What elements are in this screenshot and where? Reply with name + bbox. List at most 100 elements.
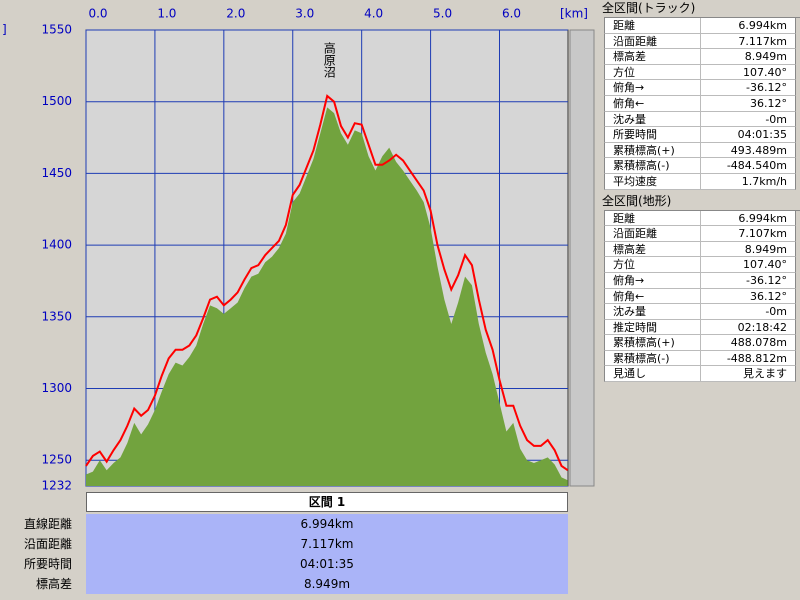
panel-key: 方位 (604, 64, 700, 81)
panel-row: 累積標高(-) -484.540m (604, 158, 800, 174)
panel-row: 所要時間 04:01:35 (604, 127, 800, 143)
profile-chart: ] [km] 1232 1250 1300 1350 1400 1450 1500 1550 0… (2, 6, 595, 491)
summary-side: 全区間(トラック) 距離 6.994km 沿面距離 7.117km 標高差 8.949m 方位… (600, 0, 800, 385)
section-label: 標高差 (35, 577, 72, 591)
section-value: 8.949m (86, 574, 568, 594)
panel-row: 標高差 8.949m (604, 49, 800, 65)
section-label: 直線距離 (23, 517, 72, 531)
panel-key: 俯角← (604, 288, 700, 305)
panel-row: 累積標高(+) 488.078m (604, 335, 800, 351)
y-tick-label: 1500 (41, 94, 72, 108)
y-tick-label: 1300 (41, 381, 72, 395)
panel-value: 7.117km (700, 33, 796, 50)
panel-row: 距離 6.994km (604, 18, 800, 34)
panel-value: 7.107km (700, 226, 796, 242)
x-tick-label: 5.0 (433, 7, 452, 21)
panel-key: 沿面距離 (604, 33, 700, 50)
y-tick-label: 1232 (41, 479, 72, 491)
y-tick-label: 1350 (41, 309, 72, 323)
panel-key: 距離 (604, 18, 700, 34)
panel-row: 俯角← 36.12° (604, 288, 800, 305)
panel-value: 1.7km/h (700, 173, 796, 190)
panel-value: -36.12° (700, 272, 796, 289)
section-value: 04:01:35 (86, 554, 568, 574)
panel-value: 488.078m (700, 335, 796, 351)
panel-row: 俯角→ -36.12° (604, 80, 800, 96)
y-tick-label: 1550 (41, 23, 72, 37)
panel-row: 沿面距離 7.117km (604, 33, 800, 50)
panel-row: 沿面距離 7.107km (604, 226, 800, 242)
panel-key: 累積標高(+) (604, 335, 700, 351)
panel-value: -488.812m (700, 350, 796, 367)
y-tick-label: 1450 (41, 166, 72, 180)
y-tick-label: 1250 (41, 453, 72, 467)
panel-key: 方位 (604, 257, 700, 273)
panel-row: 沈み量 -0m (604, 304, 800, 320)
x-axis-label: [km] (560, 7, 588, 21)
panel-value: 見えます (700, 366, 796, 383)
panel-table: 距離 6.994km 沿面距離 7.117km 標高差 8.949m 方位 107.40° 俯角… (604, 17, 800, 190)
panel-value: 8.949m (700, 241, 796, 258)
scroll-strip (569, 29, 595, 487)
panel-key: 俯角→ (604, 80, 700, 96)
panel-key: 累積標高(-) (604, 350, 700, 367)
panel-key: 沿面距離 (604, 226, 700, 242)
panel-row: 累積標高(-) -488.812m (604, 350, 800, 367)
panel-key: 沈み量 (604, 304, 700, 320)
panel-row: 方位 107.40° (604, 257, 800, 273)
x-tick-label: 6.0 (502, 7, 521, 21)
peak-annotation: 高原沼 (322, 41, 336, 78)
panel-value: 107.40° (700, 64, 796, 81)
terrain-area (86, 107, 568, 486)
x-tick-label: 1.0 (157, 7, 176, 21)
panel-row: 沈み量 -0m (604, 111, 800, 128)
x-tick-label: 3.0 (295, 7, 314, 21)
panel-key: 俯角← (604, 95, 700, 112)
panel-value: 493.489m (700, 142, 796, 159)
panel-key: 所要時間 (604, 127, 700, 143)
panel-row: 推定時間 02:18:42 (604, 319, 800, 336)
panel-key: 俯角→ (604, 272, 700, 289)
section-value: 7.117km (86, 534, 568, 554)
panel-title: 全区間(地形) (602, 193, 672, 208)
x-tick-label: 0.0 (88, 7, 107, 21)
panel-value: -484.540m (700, 158, 796, 174)
panel-key: 見通し (604, 366, 700, 383)
panel-value: 6.994km (700, 210, 796, 227)
x-tick-label: 2.0 (226, 7, 245, 21)
section-row: 沿面距離 7.117km (0, 534, 568, 554)
panel-row: 俯角→ -36.12° (604, 272, 800, 289)
panel-value: -0m (700, 304, 796, 320)
panel-row: 方位 107.40° (604, 64, 800, 81)
section-label: 所要時間 (23, 557, 72, 571)
panel-value: 107.40° (700, 257, 796, 273)
panel-row: 見通し 見えます (604, 366, 800, 383)
panel-value: 6.994km (700, 18, 796, 34)
section-row: 直線距離 6.994km (0, 514, 568, 534)
panel-row: 平均速度 1.7km/h (604, 173, 800, 190)
panel-value: 36.12° (700, 95, 796, 112)
section-row: 所要時間 04:01:35 (0, 554, 568, 574)
panel-key: 沈み量 (604, 111, 700, 128)
panel-row: 距離 6.994km (604, 210, 800, 227)
panel-value: -0m (700, 111, 796, 128)
panel-value: 04:01:35 (700, 127, 796, 143)
panel-key: 累積標高(-) (604, 158, 700, 174)
panel-key: 標高差 (604, 241, 700, 258)
panel-row: 標高差 8.949m (604, 241, 800, 258)
section-label: 沿面距離 (23, 537, 72, 551)
panel-key: 距離 (604, 210, 700, 227)
section-panel: 区間 1 直線距離 6.994km 沿面距離 7.117km 所要時間 04:01:35 標… (0, 490, 598, 600)
y-axis-label: ] (2, 23, 7, 37)
y-tick-label: 1400 (41, 238, 72, 252)
section-value: 6.994km (86, 514, 568, 534)
panel-value: -36.12° (700, 80, 796, 96)
panel-value: 8.949m (700, 49, 796, 65)
panel-table: 距離 6.994km 沿面距離 7.107km 標高差 8.949m 方位 107.40° 俯角… (604, 209, 800, 383)
panel-value: 36.12° (700, 288, 796, 305)
panel-title: 全区間(トラック) (602, 1, 696, 15)
panel-key: 推定時間 (604, 319, 700, 336)
panel-key: 標高差 (604, 49, 700, 65)
section-row: 標高差 8.949m (0, 574, 568, 594)
